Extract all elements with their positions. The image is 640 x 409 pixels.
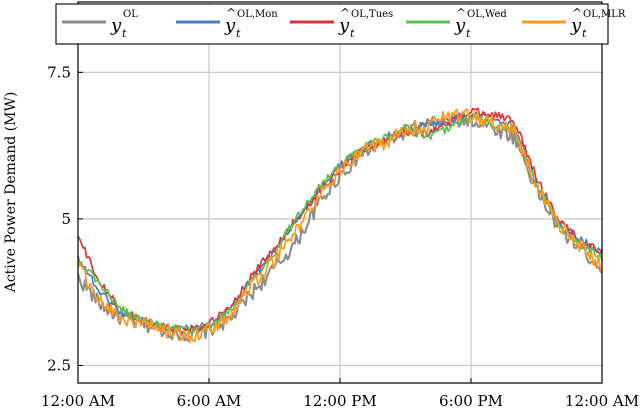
legend-label: y: [454, 15, 466, 36]
y-tick-label: 7.5: [47, 63, 71, 81]
axis-ticks: 12:00 AM 6:00 AM 12:00 PM 6:00 PM 12:00 AM 2.…: [41, 63, 639, 409]
x-tick-label: 12:00 AM: [565, 392, 639, 409]
legend-box: [55, 3, 609, 45]
legend-superscript: OL,MLR: [583, 9, 626, 20]
y-tick-label: 5: [61, 210, 71, 228]
x-tick-label: 12:00 PM: [303, 392, 376, 409]
grid-lines: [78, 2, 602, 383]
legend-hat: ^: [226, 6, 236, 20]
legend-subscript: t: [582, 27, 587, 40]
series-lines: [76, 107, 603, 344]
x-tick-label: 12:00 AM: [41, 392, 115, 409]
legend-label: y: [570, 15, 582, 36]
legend-superscript: OL,Wed: [467, 9, 507, 20]
y-tick-label: 2.5: [47, 356, 71, 374]
legend-subscript: t: [466, 27, 471, 40]
legend-superscript: OL: [123, 9, 138, 20]
legend-hat: ^: [572, 6, 582, 20]
legend-hat: ^: [340, 6, 350, 20]
legend-label: y: [110, 15, 122, 36]
x-tick-label: 6:00 AM: [177, 392, 242, 409]
legend-subscript: t: [122, 27, 127, 40]
legend-superscript: OL,Mon: [237, 9, 278, 20]
legend-superscript: OL,Tues: [351, 9, 393, 20]
series-line-mlr: [77, 108, 603, 344]
legend-label: y: [338, 15, 350, 36]
y-axis-label: Active Power Demand (MW): [3, 92, 19, 294]
legend-subscript: t: [350, 27, 355, 40]
legend-hat: ^: [456, 6, 466, 20]
legend-subscript: t: [236, 27, 241, 40]
x-tick-label: 6:00 PM: [439, 392, 503, 409]
legend-label: y: [224, 15, 236, 36]
